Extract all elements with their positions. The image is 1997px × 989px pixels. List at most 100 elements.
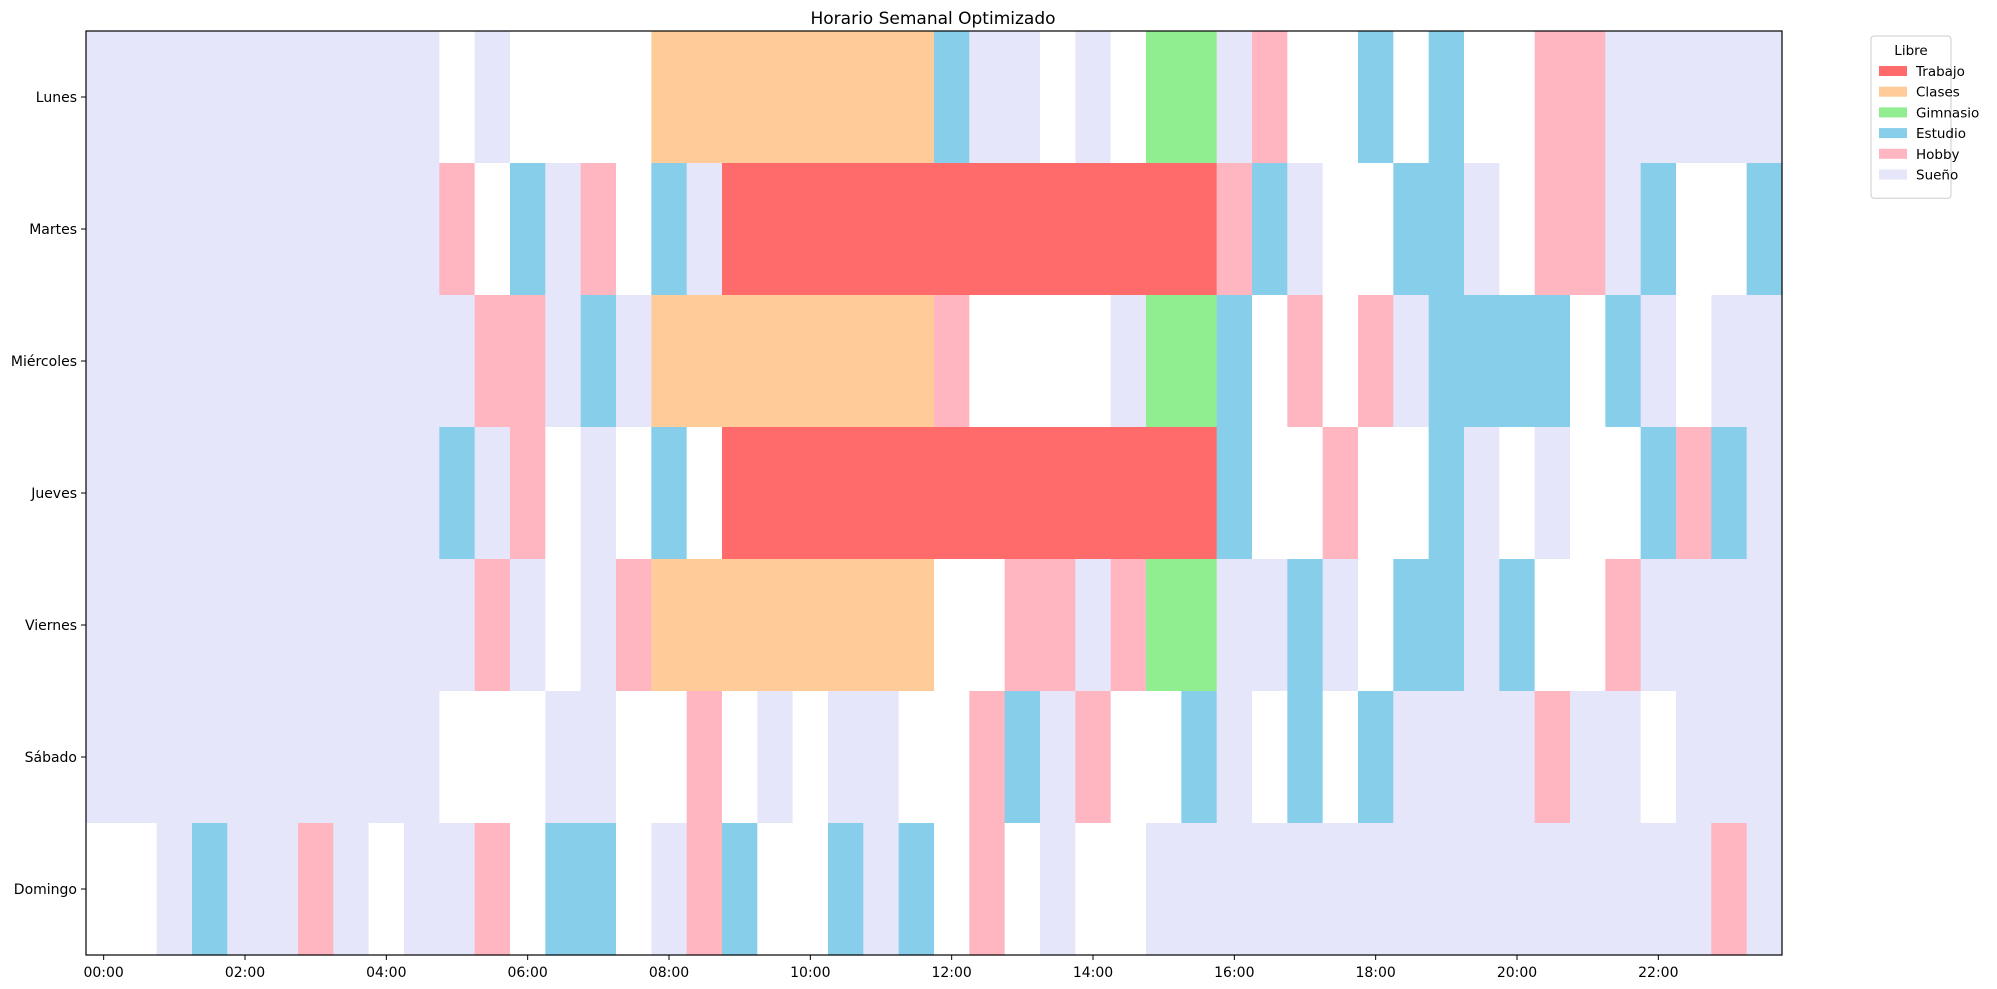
schedule-cell — [757, 691, 794, 824]
schedule-cell — [580, 559, 617, 692]
schedule-cell — [934, 691, 970, 824]
x-tick-label: 22:00 — [1638, 965, 1678, 981]
schedule-cell — [1570, 31, 1606, 164]
schedule-cell — [1287, 427, 1324, 560]
schedule-cell — [227, 163, 264, 296]
schedule-cell — [156, 31, 193, 164]
schedule-cell — [1605, 427, 1642, 560]
schedule-cell — [474, 823, 511, 956]
schedule-cell — [1322, 163, 1359, 296]
schedule-cell — [1216, 823, 1253, 956]
schedule-cell — [1428, 691, 1465, 824]
schedule-cell — [1358, 31, 1394, 164]
schedule-cell — [121, 163, 158, 296]
schedule-cell — [1040, 691, 1076, 824]
x-tick-label: 20:00 — [1497, 965, 1537, 981]
schedule-cell — [1040, 559, 1076, 692]
x-tick-label: 18:00 — [1355, 965, 1395, 981]
schedule-cell — [1746, 163, 1783, 296]
schedule-cell — [934, 295, 970, 428]
schedule-cell — [898, 163, 935, 296]
schedule-cell — [1464, 691, 1500, 824]
schedule-cell — [580, 823, 617, 956]
schedule-cell — [333, 427, 370, 560]
schedule-cell — [1711, 691, 1748, 824]
schedule-cell — [298, 427, 334, 560]
schedule-cell — [404, 295, 440, 428]
schedule-cell — [686, 691, 723, 824]
schedule-cell — [1428, 31, 1465, 164]
schedule-cell — [1146, 295, 1182, 428]
schedule-cell — [969, 163, 1006, 296]
schedule-cell — [651, 559, 688, 692]
heatmap-cells — [86, 31, 1783, 956]
schedule-cell — [262, 163, 299, 296]
schedule-cell — [368, 295, 405, 428]
schedule-cell — [616, 163, 652, 296]
schedule-cell — [262, 559, 299, 692]
schedule-cell — [1004, 427, 1041, 560]
schedule-cell — [1711, 427, 1748, 560]
schedule-cell — [863, 31, 900, 164]
legend-swatch — [1879, 148, 1907, 159]
schedule-cell — [156, 427, 193, 560]
schedule-cell — [1428, 823, 1465, 956]
schedule-cell — [1746, 31, 1783, 164]
schedule-cell — [368, 427, 405, 560]
schedule-cell — [1746, 427, 1783, 560]
schedule-cell — [1499, 427, 1536, 560]
schedule-cell — [1711, 163, 1748, 296]
schedule-cell — [121, 31, 158, 164]
schedule-cell — [863, 427, 900, 560]
schedule-cell — [121, 295, 158, 428]
schedule-cell — [298, 823, 334, 956]
schedule-cell — [1004, 163, 1041, 296]
schedule-cell — [792, 691, 829, 824]
schedule-cell — [86, 31, 122, 164]
schedule-cell — [1676, 559, 1712, 692]
schedule-cell — [1746, 823, 1783, 956]
schedule-cell — [1640, 559, 1677, 692]
schedule-cell — [156, 559, 193, 692]
legend-swatch — [1879, 169, 1907, 180]
legend-label: Clases — [1916, 85, 1960, 101]
schedule-cell — [192, 163, 228, 296]
schedule-cell — [898, 691, 935, 824]
schedule-cell — [227, 31, 264, 164]
schedule-cell — [969, 295, 1006, 428]
schedule-cell — [1004, 31, 1041, 164]
schedule-cell — [1004, 823, 1041, 956]
schedule-cell — [368, 823, 405, 956]
schedule-cell — [828, 427, 864, 560]
schedule-cell — [510, 163, 546, 296]
schedule-cell — [757, 427, 794, 560]
schedule-cell — [1287, 295, 1324, 428]
schedule-cell — [333, 691, 370, 824]
schedule-cell — [792, 295, 829, 428]
schedule-cell — [1287, 691, 1324, 824]
schedule-cell — [828, 691, 864, 824]
schedule-cell — [792, 823, 829, 956]
schedule-cell — [474, 691, 511, 824]
schedule-cell — [474, 31, 511, 164]
schedule-cell — [1464, 559, 1500, 692]
schedule-cell — [1464, 427, 1500, 560]
schedule-cell — [1711, 559, 1748, 692]
schedule-cell — [1640, 427, 1677, 560]
schedule-cell — [1322, 823, 1359, 956]
schedule-cell — [1605, 295, 1642, 428]
schedule-cell — [439, 31, 476, 164]
schedule-cell — [298, 163, 334, 296]
y-tick-label: Miércoles — [11, 354, 77, 370]
schedule-cell — [969, 31, 1006, 164]
schedule-cell — [298, 31, 334, 164]
x-tick-label: 16:00 — [1214, 965, 1254, 981]
schedule-cell — [1146, 559, 1182, 692]
y-tick-label: Viernes — [25, 618, 77, 634]
x-tick-label: 06:00 — [507, 965, 547, 981]
schedule-cell — [1464, 823, 1500, 956]
schedule-cell — [1640, 295, 1677, 428]
schedule-cell — [1676, 163, 1712, 296]
schedule-cell — [1110, 823, 1147, 956]
schedule-cell — [792, 31, 829, 164]
